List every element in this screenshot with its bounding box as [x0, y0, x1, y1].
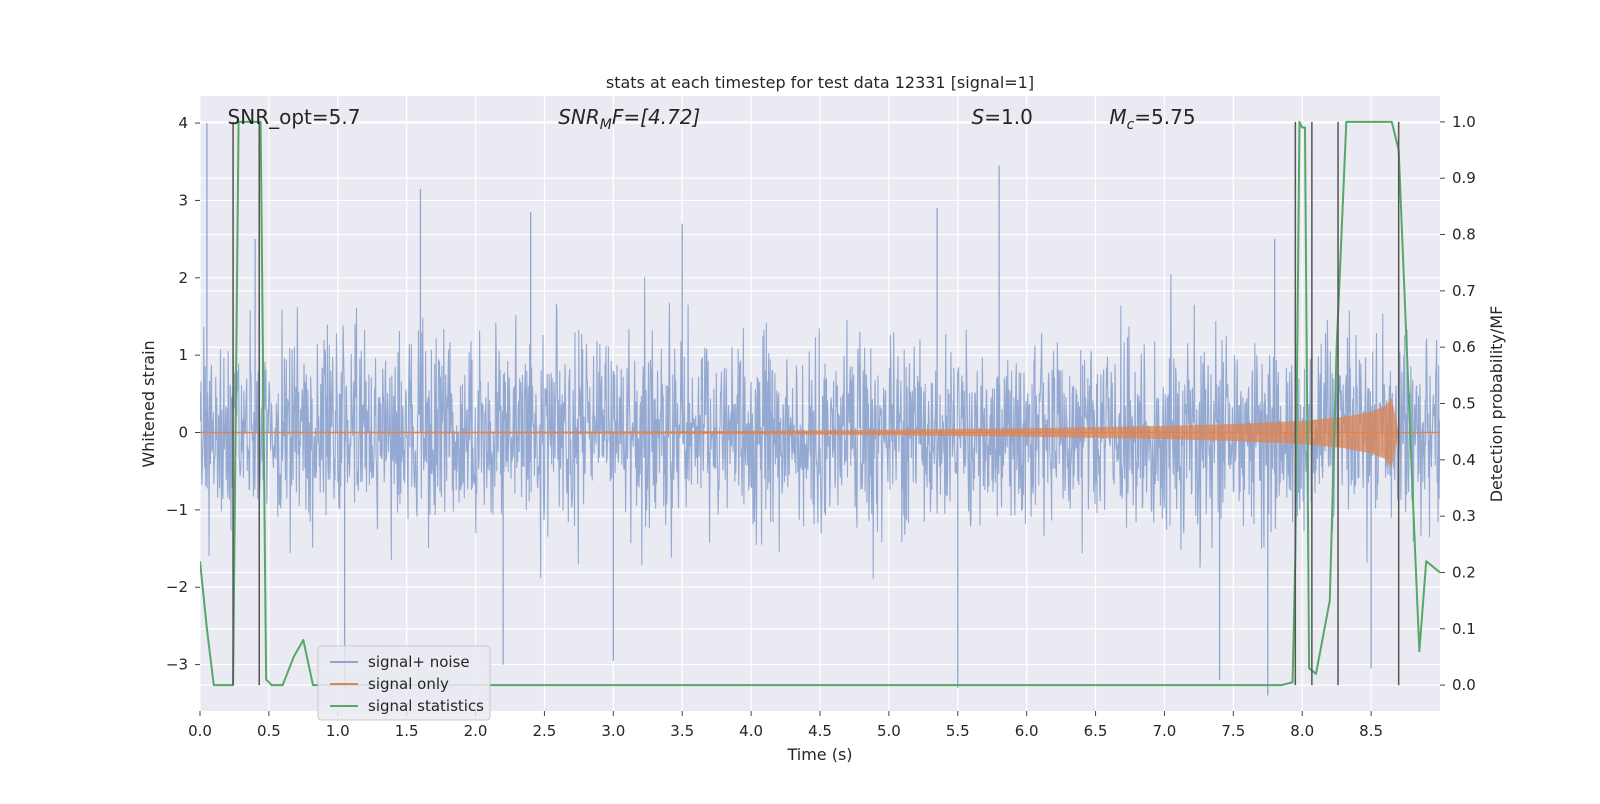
annotation-snr-mf-rest: F=[4.72] [612, 105, 700, 129]
series-signal-statistics-line [200, 120, 1440, 687]
annotation-s-rest: =1.0 [984, 105, 1033, 129]
x-tick-label: 7.0 [1153, 722, 1177, 740]
y-left-tick-label: −3 [166, 656, 188, 674]
y-left-tick-label: 3 [178, 191, 188, 209]
x-tick-label: 8.5 [1359, 722, 1383, 740]
y-left-tick-label: −1 [166, 501, 188, 519]
x-tick-label: 8.0 [1290, 722, 1314, 740]
y-left-tick-label: −2 [166, 578, 188, 596]
x-tick-label: 6.0 [1015, 722, 1039, 740]
y-right-tick-label: 0.7 [1452, 282, 1476, 300]
y-left-tick-label: 1 [178, 346, 188, 364]
y-right-tick-label: 1.0 [1452, 113, 1476, 131]
x-tick-label: 6.5 [1084, 722, 1108, 740]
y-left-tick-label: 2 [178, 269, 188, 287]
x-tick-label: 2.0 [464, 722, 488, 740]
annotation-snr-opt: SNR_opt=5.7 [228, 105, 361, 129]
annotation-snr-mf: SNRMF=[4.72] [558, 105, 700, 133]
legend-box [317, 645, 491, 721]
x-tick-label: 3.5 [670, 722, 694, 740]
x-tick-label: 2.5 [533, 722, 557, 740]
y-axis-label-left: Whitened strain [139, 340, 158, 467]
x-tick-label: 7.5 [1221, 722, 1245, 740]
y-left-tick-label: 4 [178, 114, 188, 132]
annotation-snr-mf-main: SNR [558, 105, 600, 129]
annotation-s-main: S [972, 105, 985, 129]
y-right-tick-label: 0.9 [1452, 169, 1476, 187]
y-right-tick-label: 0.1 [1452, 620, 1476, 638]
annotation-mc-rest: =5.75 [1134, 105, 1195, 129]
legend-label-signal: signal only [368, 675, 449, 693]
x-axis-label: Time (s) [786, 745, 852, 764]
x-tick-label: 4.0 [739, 722, 763, 740]
x-tick-label: 1.5 [395, 722, 419, 740]
x-tick-label: 3.0 [601, 722, 625, 740]
legend-label-noise: signal+ noise [368, 653, 470, 671]
annotation-mc: Mc=5.75 [1109, 105, 1195, 133]
legend-label-statistics: signal statistics [368, 697, 484, 715]
annotation-mc-main: M [1109, 105, 1126, 129]
y-right-tick-label: 0.4 [1452, 451, 1476, 469]
x-tick-label: 0.5 [257, 722, 281, 740]
annotation-mc-sub: c [1127, 117, 1135, 133]
y-right-tick-label: 0.6 [1452, 338, 1476, 356]
annotation-s: S=1.0 [972, 105, 1033, 129]
x-tick-label: 4.5 [808, 722, 832, 740]
series-signal-noise-line [200, 274, 1440, 580]
x-tick-label: 1.0 [326, 722, 350, 740]
y-left-tick-label: 0 [178, 424, 188, 442]
y-right-tick-label: 0.8 [1452, 226, 1476, 244]
chart-title: stats at each timestep for test data 123… [606, 73, 1034, 92]
data-layer [200, 120, 1440, 696]
tick-layer: 0.0 0.5 1.0 1.5 2.0 2.5 3.0 3.5 4.0 4.5 5.0 5.5 6.0 6… [166, 113, 1476, 740]
y-right-tick-label: 0.3 [1452, 507, 1476, 525]
y-right-tick-label: 0.5 [1452, 395, 1476, 413]
y-right-tick-label: 0.2 [1452, 563, 1476, 581]
annotation-snr-mf-sub: M [600, 117, 612, 133]
x-tick-label: 0.0 [188, 722, 212, 740]
y-right-tick-label: 0.0 [1452, 676, 1476, 694]
x-tick-label: 5.0 [877, 722, 901, 740]
marker-lines-layer [232, 121, 1400, 686]
y-axis-label-right: Detection probability/MF [1487, 306, 1506, 503]
legend: signal+ noise signal only signal statist… [317, 645, 491, 721]
x-tick-label: 5.5 [946, 722, 970, 740]
